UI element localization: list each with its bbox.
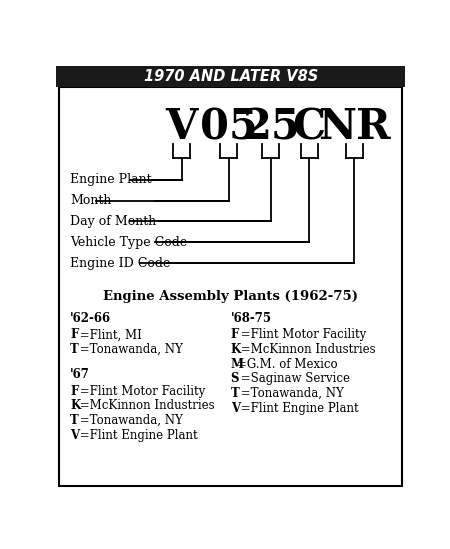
Text: T: T	[230, 387, 239, 400]
Text: =Flint Engine Plant: =Flint Engine Plant	[237, 402, 359, 414]
Text: =Tonawanda, NY: =Tonawanda, NY	[76, 343, 183, 356]
Text: =Tonawanda, NY: =Tonawanda, NY	[76, 414, 183, 427]
Bar	[56, 66, 405, 87]
Text: F: F	[230, 328, 239, 341]
Text: C: C	[292, 107, 326, 148]
Text: =Flint, MI: =Flint, MI	[76, 328, 142, 341]
Text: S: S	[230, 372, 239, 385]
Text: =Flint Motor Facility: =Flint Motor Facility	[237, 328, 366, 341]
Text: Engine Plant: Engine Plant	[70, 173, 152, 186]
Text: =McKinnon Industries: =McKinnon Industries	[237, 343, 375, 356]
Text: =Saginaw Service: =Saginaw Service	[237, 372, 350, 385]
Text: 05: 05	[200, 107, 258, 148]
Text: V: V	[230, 402, 240, 414]
Text: =Flint Motor Facility: =Flint Motor Facility	[76, 385, 206, 397]
Text: =McKinnon Industries: =McKinnon Industries	[76, 399, 215, 412]
Text: K: K	[70, 399, 81, 412]
Text: F: F	[70, 385, 78, 397]
Text: F: F	[70, 328, 78, 341]
Text: V: V	[166, 107, 198, 148]
Text: T: T	[70, 414, 79, 427]
Text: V: V	[70, 429, 79, 441]
Text: '62-66: '62-66	[70, 312, 111, 325]
Text: NR: NR	[318, 107, 391, 148]
Text: '68-75: '68-75	[230, 312, 272, 325]
Text: =Tonawanda, NY: =Tonawanda, NY	[237, 387, 344, 400]
Text: 25: 25	[242, 107, 300, 148]
Text: T: T	[70, 343, 79, 356]
Text: Month: Month	[70, 194, 112, 207]
Text: 1970 AND LATER V8S: 1970 AND LATER V8S	[144, 69, 318, 84]
Text: Engine Assembly Plants (1962-75): Engine Assembly Plants (1962-75)	[103, 290, 358, 304]
Text: Day of Month: Day of Month	[70, 215, 157, 228]
Text: =G.M. of Mexico: =G.M. of Mexico	[237, 358, 338, 371]
Text: M: M	[230, 358, 243, 371]
Text: Vehicle Type Code: Vehicle Type Code	[70, 236, 188, 249]
Text: =Flint Engine Plant: =Flint Engine Plant	[76, 429, 198, 441]
Text: K: K	[230, 343, 241, 356]
Text: Engine ID Code: Engine ID Code	[70, 256, 171, 270]
Text: '67: '67	[70, 368, 90, 382]
